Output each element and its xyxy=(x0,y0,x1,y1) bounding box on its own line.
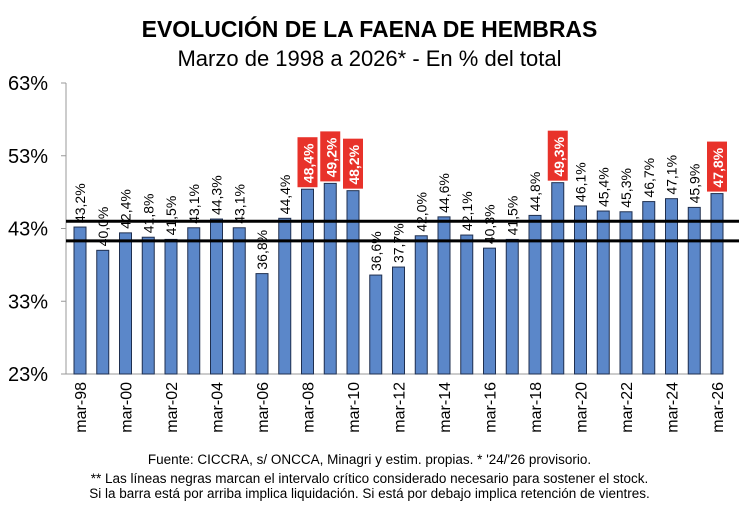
data-label: 44,6% xyxy=(436,173,452,213)
highlight-label-box xyxy=(343,138,363,189)
data-label: 36,6% xyxy=(368,231,384,271)
bar-mar-10 xyxy=(346,190,360,375)
x-tick-label: mar-98 xyxy=(73,382,90,433)
data-label: 48,4% xyxy=(301,143,317,183)
x-tick-label: mar-24 xyxy=(665,382,682,433)
data-label: 40,0% xyxy=(95,207,111,247)
data-label: 46,1% xyxy=(573,162,589,202)
x-tick-label: mar-20 xyxy=(574,382,591,433)
bar-mar-14 xyxy=(437,216,451,375)
highlight-label-box xyxy=(707,141,727,192)
data-label: 43,1% xyxy=(186,184,202,224)
data-label: 43,2% xyxy=(72,183,88,223)
x-tick-label: mar-22 xyxy=(619,382,636,433)
x-tick-label: mar-18 xyxy=(528,382,545,433)
bar-mar-22 xyxy=(619,211,633,375)
bar-mar-00 xyxy=(119,232,132,375)
data-label: 37,7% xyxy=(391,223,407,263)
bar-mar-06 xyxy=(255,273,269,375)
bar-mar-02 xyxy=(164,238,178,375)
data-label: 42,4% xyxy=(118,189,134,229)
data-label: 36,8% xyxy=(254,230,270,270)
bar-mar-18 xyxy=(528,214,542,375)
bar-mar-26 xyxy=(710,193,724,375)
highlight-label-box xyxy=(547,130,568,181)
data-label: 44,8% xyxy=(527,172,543,212)
bar-mar-15 xyxy=(460,234,474,375)
data-label: 41,5% xyxy=(504,196,520,236)
bar-mar-17 xyxy=(505,238,519,375)
bar-mar-99 xyxy=(96,249,110,375)
x-tick-label: mar-14 xyxy=(437,382,454,433)
chart-title: EVOLUCIÓN DE LA FAENA DE HEMBRAS xyxy=(141,16,598,42)
data-label: 42,0% xyxy=(413,192,429,232)
bar-mar-09 xyxy=(323,182,337,375)
x-tick-label: mar-10 xyxy=(346,382,363,433)
data-label: 41,5% xyxy=(163,196,179,236)
bar-mar-13 xyxy=(414,235,428,375)
x-tick-label: mar-12 xyxy=(392,382,409,433)
data-label: 44,3% xyxy=(209,175,225,215)
highlight-label-box xyxy=(320,131,341,182)
bar-mar-08 xyxy=(301,188,314,375)
bar-mar-23 xyxy=(642,201,656,375)
data-label: 45,3% xyxy=(618,168,634,208)
y-tick-label: 23% xyxy=(8,364,48,386)
data-label: 43,1% xyxy=(231,184,247,224)
x-tick-label: mar-02 xyxy=(164,382,181,433)
data-label: 41,8% xyxy=(140,194,156,234)
bar-mar-05 xyxy=(232,227,246,375)
x-tick-label: mar-26 xyxy=(710,382,727,433)
data-label: 45,4% xyxy=(595,167,611,207)
bar-mar-19 xyxy=(551,182,565,375)
x-tick-label: mar-04 xyxy=(210,382,227,433)
bar-mar-12 xyxy=(392,266,405,375)
data-label: 40,3% xyxy=(482,204,498,244)
data-label: 46,7% xyxy=(641,158,657,198)
x-tick-label: mar-16 xyxy=(483,382,500,433)
bar-mar-16 xyxy=(483,247,496,375)
bar-mar-11 xyxy=(369,274,383,375)
chart-subtitle: Marzo de 1998 a 2026* - En % del total xyxy=(177,46,562,71)
data-label: 48,2% xyxy=(346,144,362,184)
bar-mar-98 xyxy=(73,226,87,375)
data-label: 49,3% xyxy=(551,136,567,176)
y-tick-label: 53% xyxy=(8,146,48,168)
bar-mar-25 xyxy=(687,206,701,375)
data-label: 44,4% xyxy=(277,175,293,215)
y-tick-label: 43% xyxy=(8,219,48,241)
bar-mar-21 xyxy=(596,210,610,375)
bar-mar-24 xyxy=(665,198,678,375)
bar-mar-03 xyxy=(187,227,201,375)
data-label: 45,9% xyxy=(686,164,702,204)
y-tick-label: 33% xyxy=(8,291,48,313)
data-label: 47,8% xyxy=(710,147,726,187)
y-tick-label: 63% xyxy=(8,73,48,95)
footer-source: Fuente: CICCRA, s/ ONCCA, Minagri y esti… xyxy=(147,452,592,467)
bar-mar-20 xyxy=(574,205,587,375)
data-label: 49,2% xyxy=(323,137,339,177)
footer-note-2: Si la barra está por arriba implica liqu… xyxy=(89,486,650,501)
bar-mar-01 xyxy=(141,236,155,375)
bar-mar-04 xyxy=(210,218,223,375)
data-label: 47,1% xyxy=(664,155,680,195)
footer-note-1: ** Las líneas negras marcan el intervalo… xyxy=(90,471,649,486)
data-label: 42,1% xyxy=(459,191,475,231)
x-tick-label: mar-06 xyxy=(255,382,272,433)
highlight-label-box xyxy=(297,137,318,188)
bar-mar-07 xyxy=(278,217,292,375)
x-tick-label: mar-08 xyxy=(301,382,318,433)
x-tick-label: mar-00 xyxy=(119,382,136,433)
